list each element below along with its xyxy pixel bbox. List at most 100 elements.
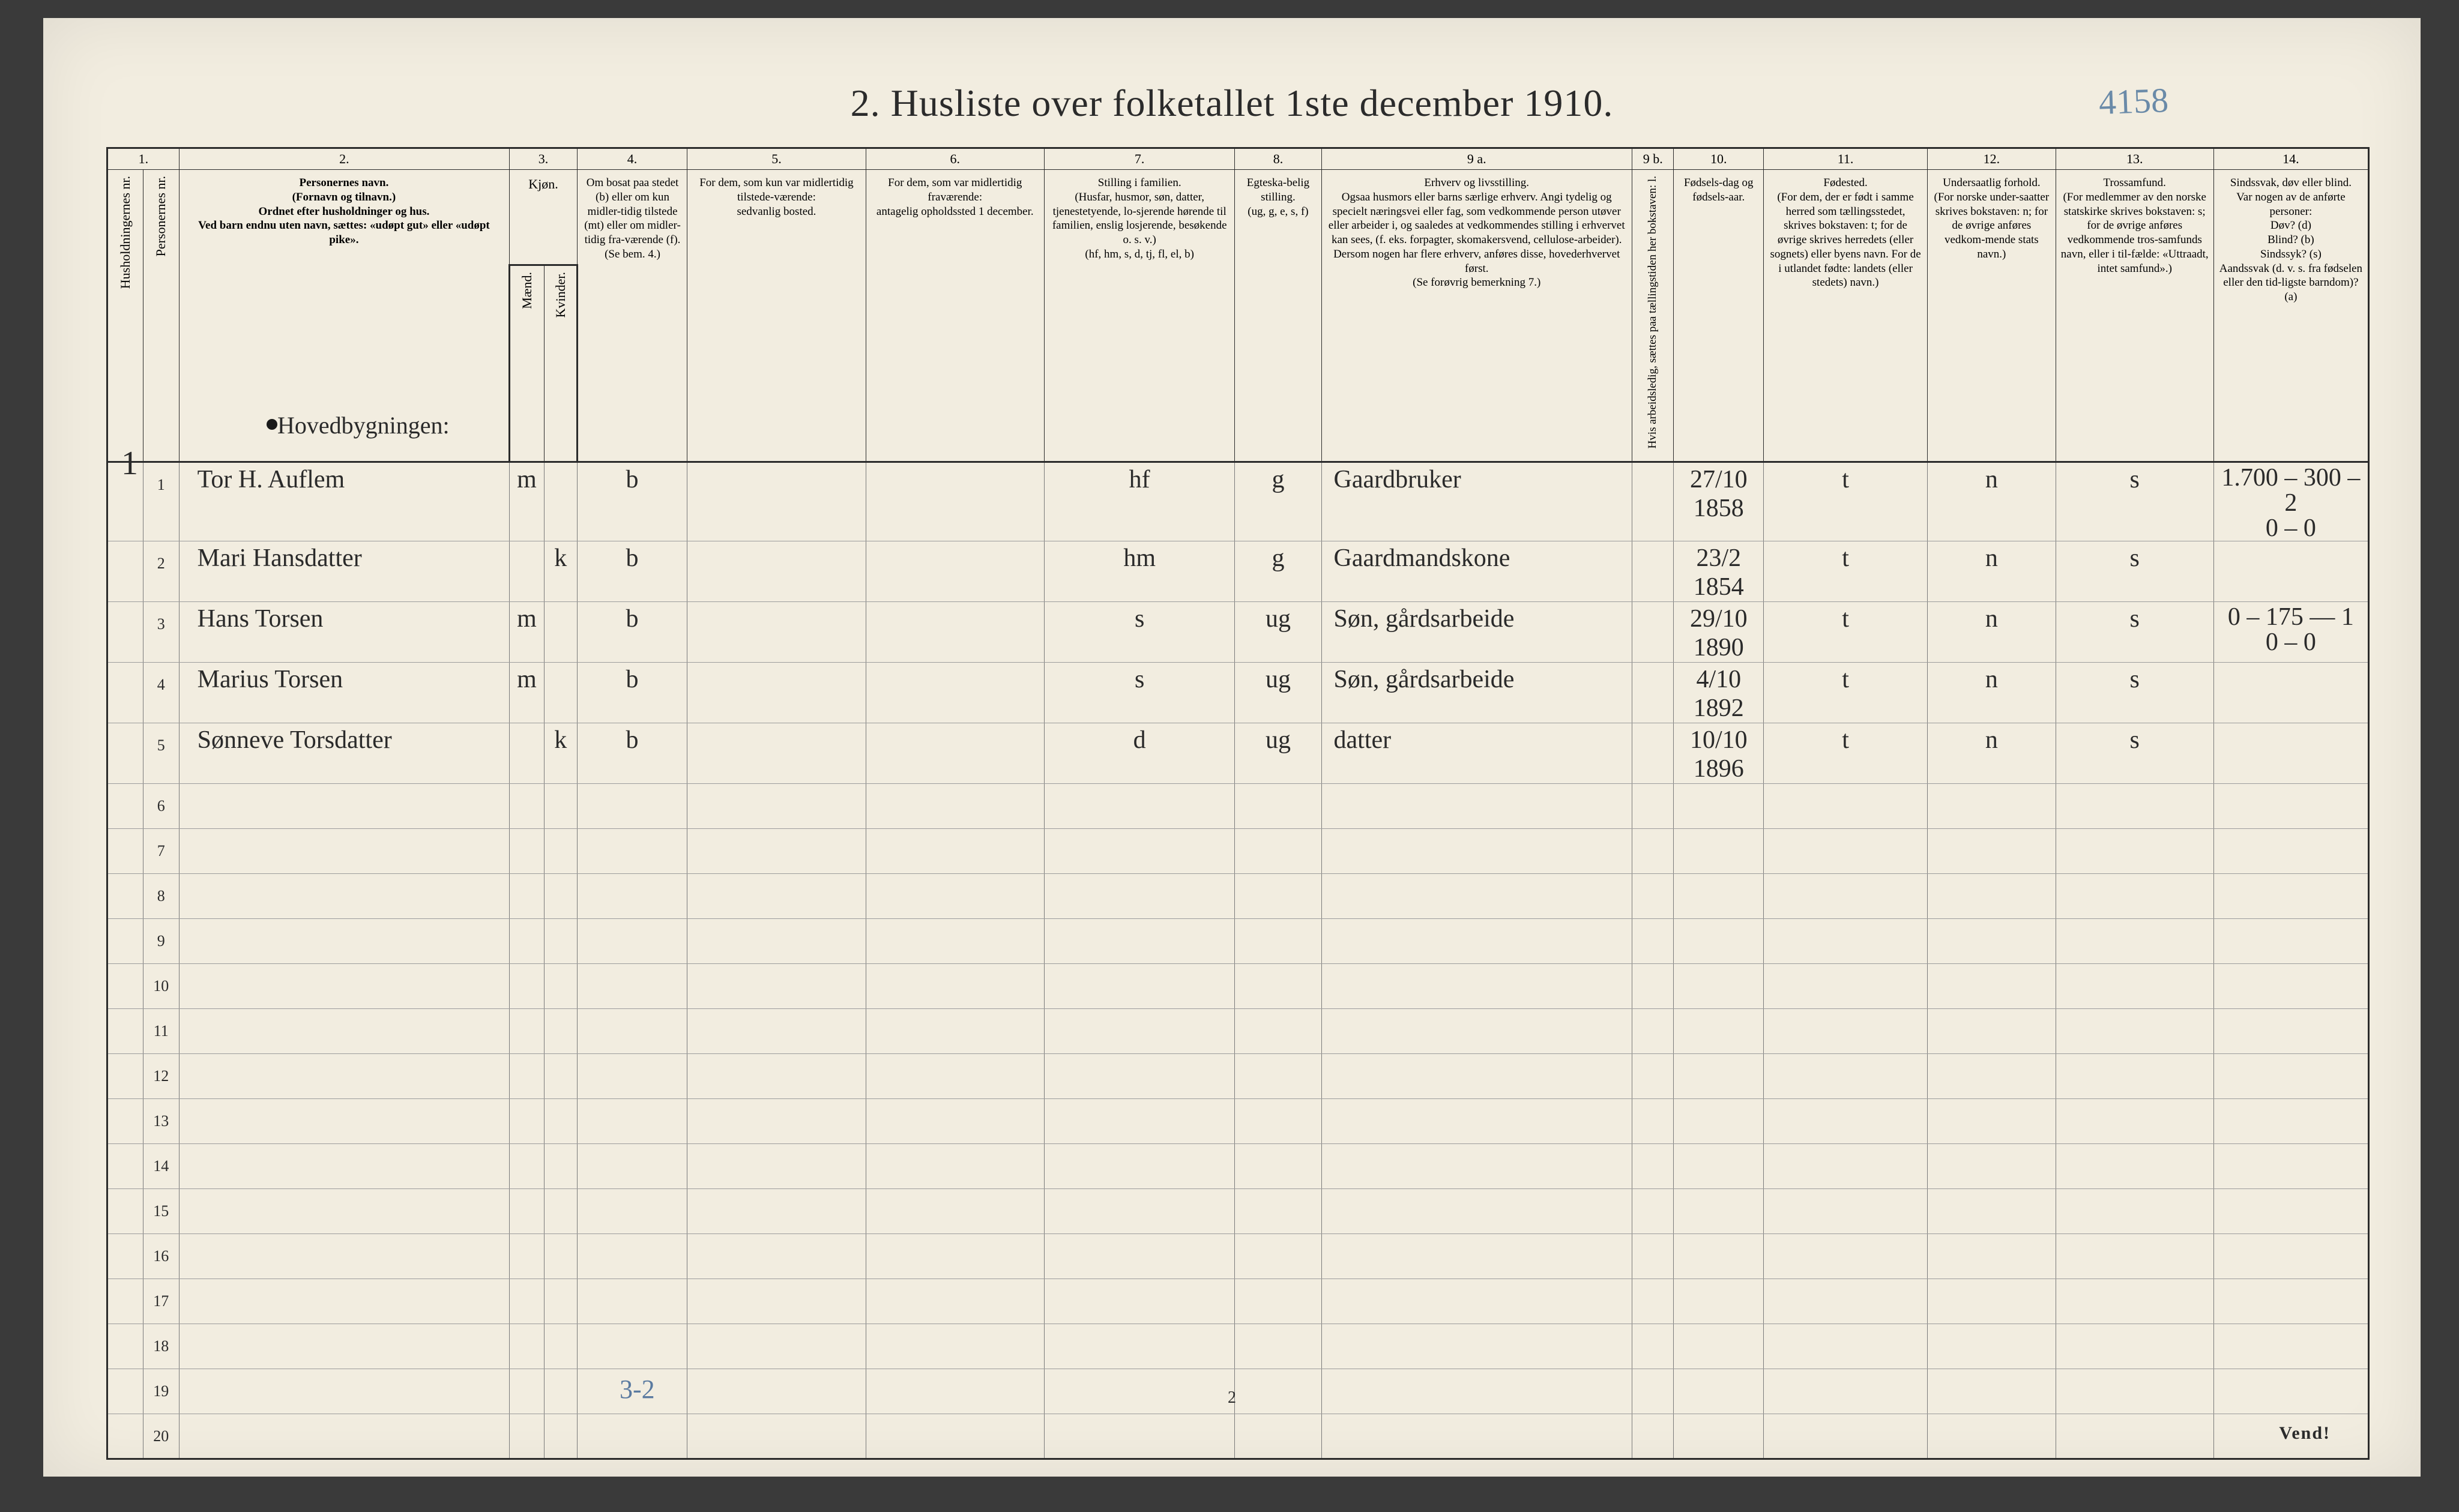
cell-empty	[179, 1233, 510, 1279]
cell-empty	[1321, 1188, 1632, 1233]
cell-empty	[2056, 783, 2213, 828]
cell-birthplace: t	[1764, 723, 1928, 783]
cell-empty	[544, 1324, 577, 1369]
table-row: 7	[107, 828, 2369, 873]
cell-empty	[1928, 1279, 2056, 1324]
cell-empty	[577, 1053, 687, 1098]
cell-unemployed	[1632, 601, 1674, 662]
cell-empty	[1764, 1098, 1928, 1143]
table-row: 9	[107, 918, 2369, 963]
cell-margin-note	[2213, 723, 2368, 783]
cell-empty	[510, 1233, 545, 1279]
cell-empty	[1764, 828, 1928, 873]
cell-empty	[577, 918, 687, 963]
cell-birthplace: t	[1764, 601, 1928, 662]
cell-empty	[1764, 918, 1928, 963]
cell-empty	[1764, 1279, 1928, 1324]
cell-empty	[687, 783, 866, 828]
table-row: 14	[107, 1143, 2369, 1188]
cell-name: Tor H. Auflem	[179, 462, 510, 541]
cell-family-position: d	[1044, 723, 1234, 783]
cell-margin-note	[2213, 541, 2368, 601]
cell-empty	[866, 1188, 1044, 1233]
cell-empty	[510, 783, 545, 828]
hdr-sex-group: Kjøn.	[510, 170, 578, 265]
colnum: 10.	[1674, 148, 1764, 170]
cell-empty	[1235, 918, 1321, 963]
table-row: 11	[107, 1008, 2369, 1053]
table-row: 1Tor H. AuflemmbhfgGaardbruker27/10 1858…	[107, 462, 2369, 541]
cell-birthplace: t	[1764, 541, 1928, 601]
cell-empty	[866, 1279, 1044, 1324]
cell-empty	[1044, 963, 1234, 1008]
cell-birthdate: 4/10 1892	[1674, 662, 1764, 723]
cell-temp-present	[687, 723, 866, 783]
cell-empty	[1044, 1008, 1234, 1053]
cell-empty	[577, 1279, 687, 1324]
cell-empty	[866, 828, 1044, 873]
cell-empty	[1235, 783, 1321, 828]
cell-birthplace: t	[1764, 462, 1928, 541]
cell-person-nr: 18	[143, 1324, 179, 1369]
hdr-occupation: Erhverv og livsstilling. Ogsaa husmors e…	[1321, 170, 1632, 462]
cell-empty	[577, 1188, 687, 1233]
cell-margin-note: 0 – 175 — 1 0 – 0	[2213, 601, 2368, 662]
cell-empty	[577, 1414, 687, 1459]
cell-empty	[510, 873, 545, 918]
cell-sex-k: k	[544, 723, 577, 783]
hdr-temp-absent: For dem, som var midlertidig fraværende:…	[866, 170, 1044, 462]
cell-empty	[1764, 1188, 1928, 1233]
cell-unemployed	[1632, 462, 1674, 541]
cell-person-nr: 6	[143, 783, 179, 828]
cell-sex-m: m	[510, 601, 545, 662]
cell-empty	[866, 963, 1044, 1008]
cell-empty	[866, 873, 1044, 918]
cell-nationality: n	[1928, 541, 2056, 601]
cell-empty	[2213, 1098, 2368, 1143]
cell-person-nr: 9	[143, 918, 179, 963]
header-row: Husholdningernes nr. Personernes nr. Per…	[107, 170, 2369, 265]
cell-residence: b	[577, 662, 687, 723]
cell-empty	[544, 1143, 577, 1188]
cell-sex-k	[544, 462, 577, 541]
cell-person-nr: 16	[143, 1233, 179, 1279]
cell-empty	[2056, 1233, 2213, 1279]
cell-empty	[1632, 1414, 1674, 1459]
cell-empty	[510, 1188, 545, 1233]
cell-occupation: Søn, gårdsarbeide	[1321, 662, 1632, 723]
cell-empty	[1321, 1233, 1632, 1279]
colnum: 3.	[510, 148, 578, 170]
cell-temp-absent	[866, 462, 1044, 541]
cell-empty	[577, 1008, 687, 1053]
cell-empty	[1235, 1324, 1321, 1369]
colnum: 6.	[866, 148, 1044, 170]
cell-empty	[687, 1324, 866, 1369]
table-row: 12	[107, 1053, 2369, 1098]
cell-nationality: n	[1928, 723, 2056, 783]
cell-empty	[1321, 1414, 1632, 1459]
cell-empty	[866, 1324, 1044, 1369]
cell-empty	[1928, 1414, 2056, 1459]
cell-empty	[1632, 1008, 1674, 1053]
cell-temp-present	[687, 462, 866, 541]
cell-empty	[179, 1188, 510, 1233]
cell-empty	[1928, 783, 2056, 828]
cell-nationality: n	[1928, 601, 2056, 662]
hdr-religion: Trossamfund. (For medlemmer av den norsk…	[2056, 170, 2213, 462]
cell-nationality: n	[1928, 462, 2056, 541]
cell-empty	[687, 1414, 866, 1459]
cell-empty	[510, 1279, 545, 1324]
cell-empty	[179, 963, 510, 1008]
cell-empty	[1321, 1143, 1632, 1188]
cell-unemployed	[1632, 541, 1674, 601]
census-table: 1. 2. 3. 4. 5. 6. 7. 8. 9 a. 9 b. 10. 11…	[106, 147, 2370, 1460]
cell-temp-absent	[866, 601, 1044, 662]
cell-birthdate: 23/2 1854	[1674, 541, 1764, 601]
colnum: 1.	[107, 148, 180, 170]
cell-empty	[1674, 873, 1764, 918]
household-number-handwritten: 1	[121, 444, 138, 483]
cell-empty	[1321, 1098, 1632, 1143]
cell-empty	[2056, 1098, 2213, 1143]
cell-temp-present	[687, 541, 866, 601]
cell-empty	[2213, 1188, 2368, 1233]
